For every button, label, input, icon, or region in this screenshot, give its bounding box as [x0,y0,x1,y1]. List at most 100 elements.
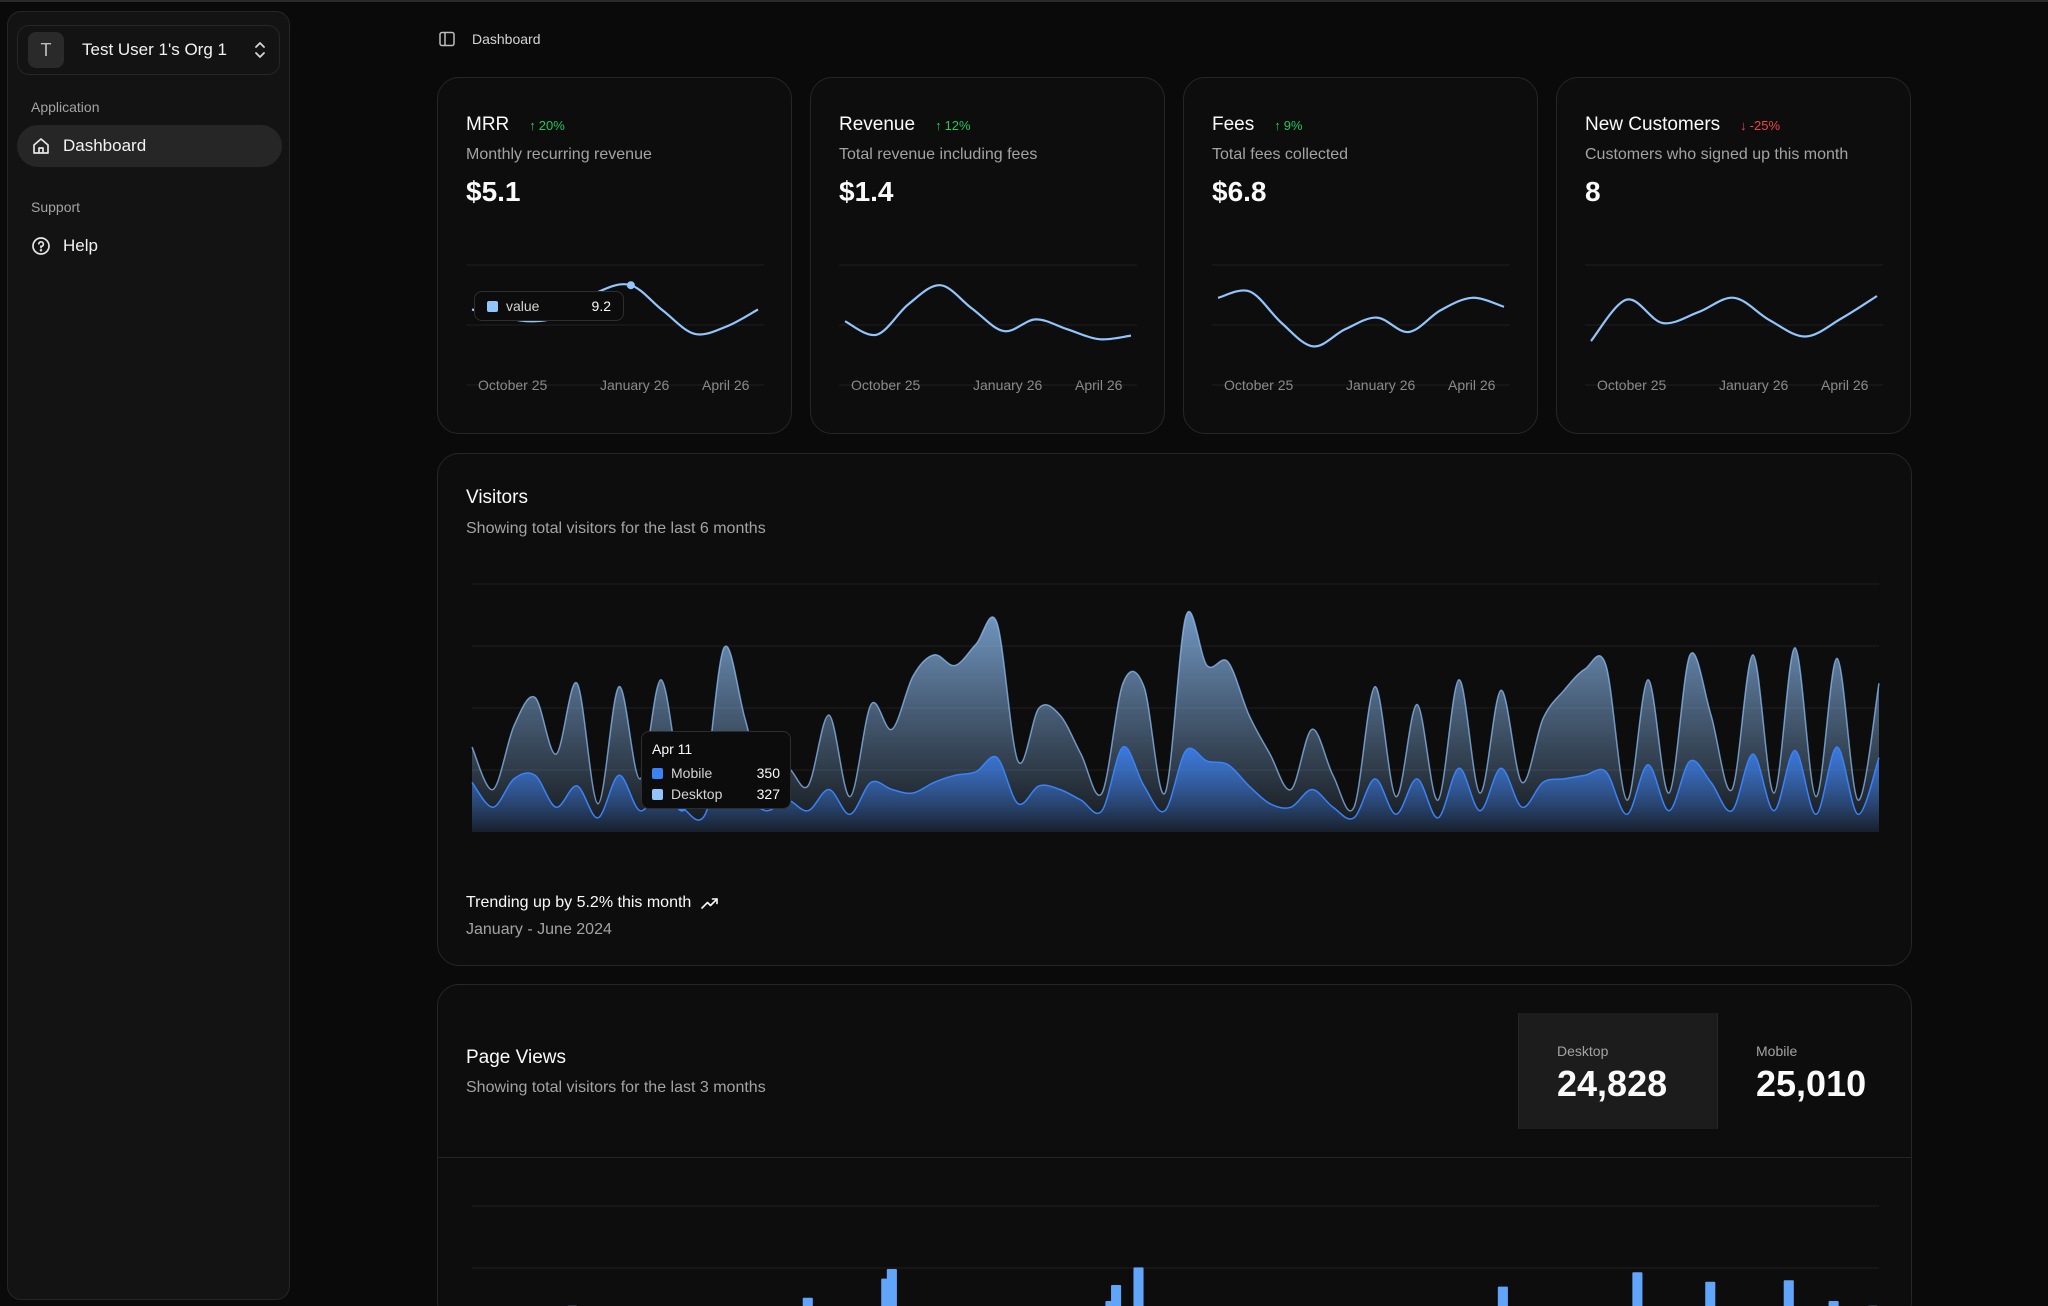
x-tick-label: April 26 [1075,377,1123,393]
tooltip-date: Apr 11 [652,741,693,757]
kpi-value: $1.4 [839,176,894,207]
x-tick-label: January 26 [973,377,1042,393]
kpi-delta: ↑ 12% [935,118,971,133]
mobile-swatch [652,767,663,779]
kpi-line-chart: October 25 January 26 April 26 [1585,264,1883,393]
kpi-line-chart: October 25 January 26 April 26 [1212,264,1510,393]
kpi-title-row: Fees ↑ 9% [1212,114,1303,136]
kpi-line-chart: October 25 January 26 April 26 [839,264,1137,393]
visitors-card: Visitors Showing total visitors for the … [437,453,1912,966]
kpi-value: $6.8 [1212,176,1267,207]
home-icon [33,138,49,154]
kpi-tooltip: value 9.2 [474,291,624,321]
x-tick-label: January 26 [1346,377,1415,393]
arrow-down-icon: ↓ [1740,118,1747,133]
kpi-title-row: MRR ↑ 20% [466,114,565,136]
kpi-subtitle: Monthly recurring revenue [466,146,652,163]
x-tick-label: January 26 [1719,377,1788,393]
pageviews-subtitle: Showing total visitors for the last 3 mo… [466,1079,766,1096]
value-swatch [487,300,498,312]
tooltip-label: Desktop [671,786,723,802]
visitors-tooltip: Apr 11 Mobile 350 Desktop 327 [641,731,791,809]
x-tick-label: October 25 [851,377,920,393]
x-tick-label: April 26 [1821,377,1869,393]
pageviews-bar-chart [472,1205,1879,1306]
x-tick-label: April 26 [1448,377,1496,393]
arrow-up-icon: ↑ [1274,118,1281,133]
pageviews-title: Page Views [466,1047,566,1068]
kpi-title: Fees [1212,114,1255,135]
tooltip-value: 327 [756,786,780,802]
org-switcher[interactable]: T Test User 1's Org 1 [17,25,280,75]
bar [1111,1285,1122,1306]
bar [1497,1286,1508,1306]
kpi-delta: ↓ -25% [1740,118,1780,133]
kpi-title: Revenue [839,114,916,135]
kpi-title: MRR [466,114,510,135]
mobile-area [472,746,1879,832]
kpi-card-new-customers: New Customers ↓ -25% Customers who signed u… [1556,77,1911,434]
breadcrumb-current: Dashboard [472,31,541,47]
visitors-date-range: January - June 2024 [466,921,612,938]
tooltip-row-mobile: Mobile 350 [652,765,780,781]
active-point [626,281,635,290]
bar [1133,1267,1144,1306]
stat-desktop[interactable]: Desktop 24,828 [1518,1013,1718,1129]
arrow-up-icon: ↑ [935,118,942,133]
kpi-title: New Customers [1585,114,1721,135]
kpi-delta: ↑ 9% [1274,118,1302,133]
kpi-value: 8 [1585,176,1601,207]
tooltip-value: 350 [756,765,780,781]
x-tick-label: October 25 [1597,377,1666,393]
visitors-trend: Trending up by 5.2% this month [466,894,719,912]
help-circle-icon [32,237,50,255]
chevrons-up-down-icon [255,42,265,58]
kpi-title-row: Revenue ↑ 12% [839,114,971,136]
x-tick-label: April 26 [702,377,750,393]
pageviews-card: Page Views Showing total visitors for th… [437,984,1912,1306]
kpi-subtitle: Customers who signed up this month [1585,146,1849,163]
sidebar-item-help[interactable]: Help [17,225,282,267]
bar [1632,1272,1643,1306]
stat-value: 24,828 [1557,1063,1668,1104]
org-avatar: T [28,32,64,68]
tooltip-label: value [506,298,540,314]
tooltip-row-desktop: Desktop 327 [652,786,780,802]
breadcrumb: Dashboard [438,30,541,48]
kpi-subtitle: Total fees collected [1212,146,1349,163]
trending-up-icon [701,898,719,909]
kpi-value: $5.1 [466,176,521,207]
bar [802,1297,813,1306]
window-top-border [0,0,2048,2]
kpi-delta-value: 12% [944,118,971,133]
kpi-card-mrr: MRR ↑ 20% Monthly recurring revenue $5.1 Octo… [437,77,792,434]
arrow-up-icon: ↑ [529,118,536,133]
visitors-title: Visitors [466,487,528,508]
sidebar-item-dashboard[interactable]: Dashboard [17,125,282,167]
tooltip-value: 9.2 [591,298,611,314]
stat-label: Mobile [1756,1043,1798,1059]
kpi-series-line [1590,295,1878,342]
pageviews-divider [438,1157,1911,1158]
sidebar: T Test User 1's Org 1 Application Dashbo… [7,11,290,1300]
kpi-title-row: New Customers ↓ -25% [1585,114,1780,136]
stat-value: 25,010 [1756,1063,1867,1104]
sidebar-item-label: Help [63,236,98,255]
sidebar-group-application: Application [31,99,100,115]
kpi-subtitle: Total revenue including fees [839,146,1038,163]
bar [1828,1301,1839,1306]
kpi-series-line [844,284,1132,341]
trend-text: Trending up by 5.2% this month [466,894,692,911]
sidebar-item-label: Dashboard [63,136,147,155]
stat-label: Desktop [1557,1043,1609,1059]
x-tick-label: October 25 [478,377,547,393]
bar [1705,1281,1716,1306]
kpi-delta: ↑ 20% [529,118,565,133]
stat-mobile[interactable]: Mobile 25,010 [1718,1013,1911,1129]
org-name: Test User 1's Org 1 [82,40,227,59]
kpi-delta-value: 9% [1283,118,1303,133]
visitors-subtitle: Showing total visitors for the last 6 mo… [466,520,766,537]
sidebar-toggle-icon[interactable] [438,30,456,48]
x-tick-label: January 26 [600,377,669,393]
